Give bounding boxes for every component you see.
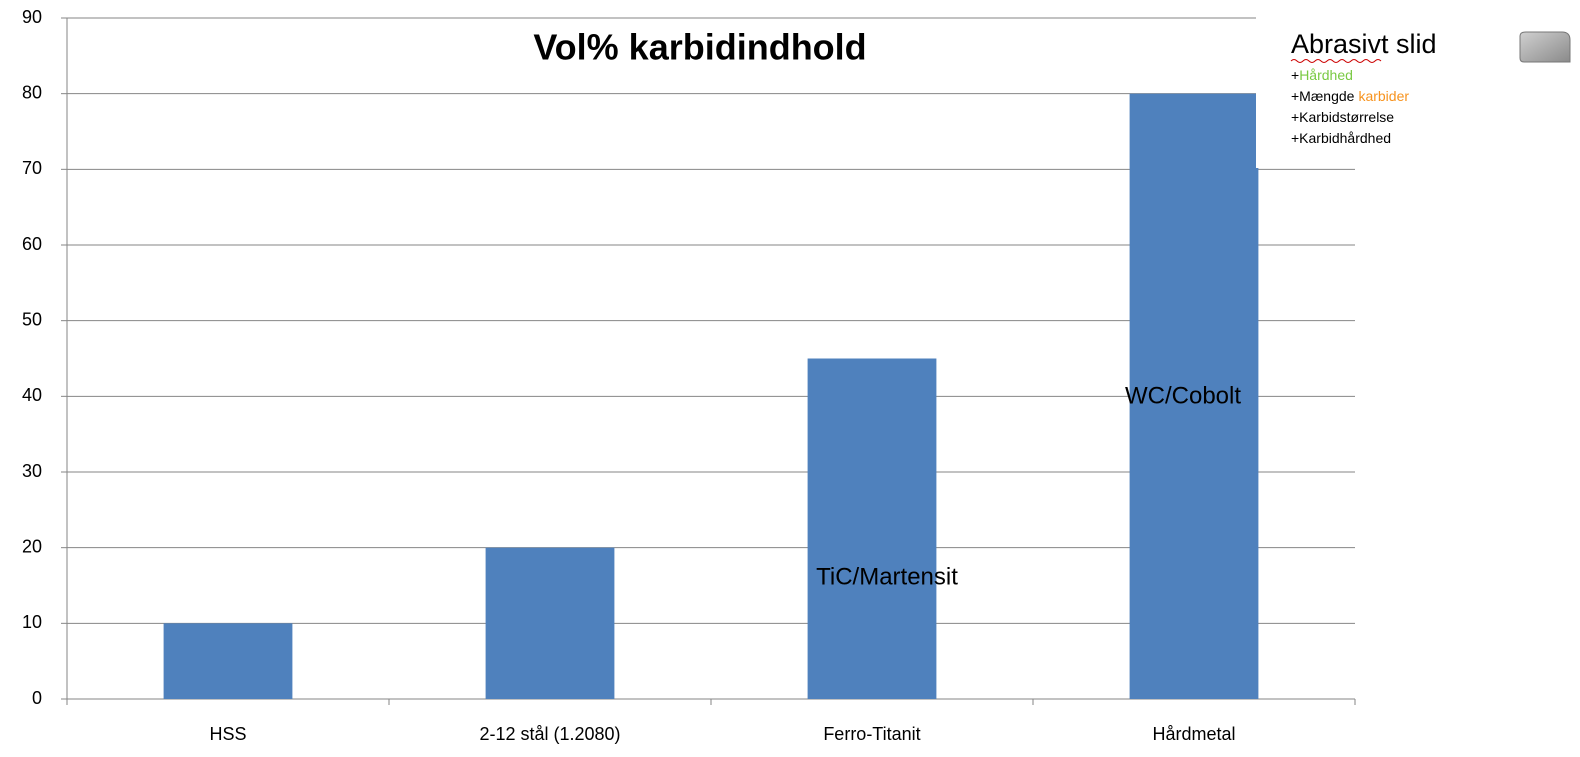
plot-area: 0 10 20 30 40 50 60 70 80 90 HSS 2-12 stål (1.2080)…: [22, 7, 1356, 744]
bar: [1129, 93, 1259, 699]
inset-text: +: [1291, 67, 1299, 83]
y-tick-label: 90: [22, 7, 42, 27]
inset-text: +Karbidhårdhed: [1291, 130, 1391, 146]
bar: [163, 623, 293, 699]
inset-line: +Mængde karbider: [1291, 88, 1409, 104]
bar: [485, 547, 615, 699]
chart-title: Vol% karbidindhold: [533, 27, 866, 68]
inset-text: +Mængde: [1291, 88, 1355, 104]
x-tick-label: Ferro-Titanit: [823, 724, 920, 744]
x-tick-label: HSS: [209, 724, 246, 744]
y-tick-label: 0: [32, 688, 42, 708]
shape-icon: [1519, 31, 1571, 63]
spell-underline: [1290, 59, 1382, 63]
y-tick-label: 50: [22, 309, 42, 329]
y-tick-label: 10: [22, 612, 42, 632]
inset-text: Hårdhed: [1299, 67, 1353, 83]
y-tick-label: 20: [22, 536, 42, 556]
y-tick-label: 80: [22, 82, 42, 102]
inset-background: [1256, 0, 1580, 168]
inset-line: +Karbidhårdhed: [1291, 130, 1391, 146]
x-tick-label: Hårdmetal: [1152, 724, 1235, 744]
annotation: WC/Cobolt: [1125, 382, 1241, 409]
y-tick-label: 70: [22, 158, 42, 178]
inset-line: +Hårdhed: [1291, 67, 1353, 83]
annotation: TiC/Martensit: [816, 563, 958, 590]
y-tick-label: 30: [22, 461, 42, 481]
x-tick-label: 2-12 stål (1.2080): [479, 724, 620, 744]
bar: [807, 358, 937, 699]
inset-text: +Karbidstørrelse: [1291, 109, 1394, 125]
inset-text: karbider: [1358, 88, 1409, 104]
y-tick-label: 40: [22, 385, 42, 405]
y-tick-label: 60: [22, 234, 42, 254]
inset-line: +Karbidstørrelse: [1291, 109, 1394, 125]
inset-title: Abrasivt slid: [1291, 29, 1437, 59]
